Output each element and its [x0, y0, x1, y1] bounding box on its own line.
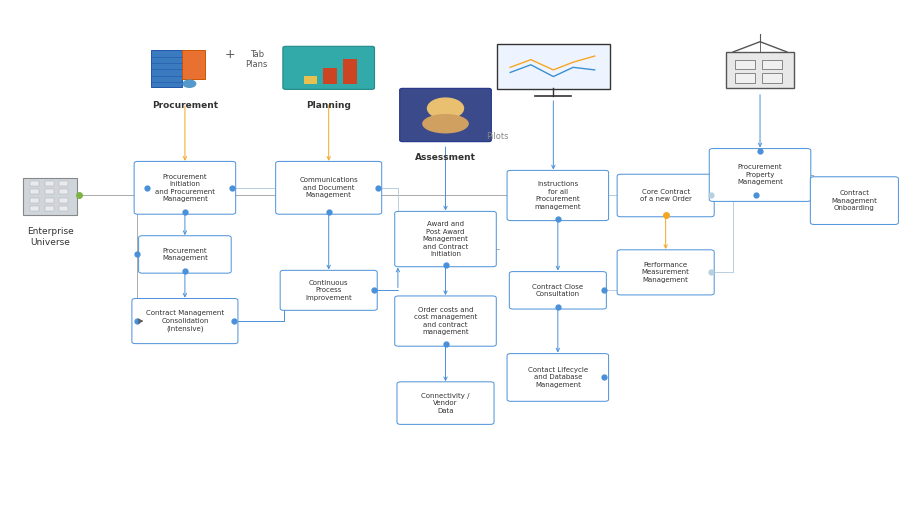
Bar [23, 178, 77, 215]
FancyBboxPatch shape [132, 299, 238, 344]
FancyBboxPatch shape [497, 44, 610, 89]
Circle shape [428, 98, 464, 119]
FancyBboxPatch shape [400, 88, 491, 142]
Bar [726, 52, 794, 88]
Bar [59, 197, 68, 203]
Ellipse shape [422, 114, 469, 134]
Bar [45, 189, 54, 194]
Bar [761, 74, 781, 83]
Bar [59, 189, 68, 194]
Text: Contract Management
Consolidation
(Intensive): Contract Management Consolidation (Inten… [146, 310, 224, 332]
FancyBboxPatch shape [139, 236, 231, 273]
Text: Procurement
Initiation
and Procurement
Management: Procurement Initiation and Procurement M… [155, 174, 215, 202]
Text: Connectivity /
Vendor
Data: Connectivity / Vendor Data [421, 393, 470, 414]
Bar [31, 206, 40, 211]
Bar [59, 206, 68, 211]
FancyBboxPatch shape [709, 149, 811, 201]
Text: Planning: Planning [306, 101, 351, 109]
Text: Enterprise
Universe: Enterprise Universe [27, 227, 74, 247]
FancyBboxPatch shape [617, 250, 715, 295]
Bar [735, 74, 754, 83]
Text: Tab
Plans: Tab Plans [246, 50, 268, 69]
Bar [343, 59, 356, 84]
Bar [761, 60, 781, 69]
Bar [151, 50, 182, 87]
Text: Contract Close
Consultation: Contract Close Consultation [532, 284, 583, 297]
Text: Performance
Measurement
Management: Performance Measurement Management [642, 262, 689, 283]
Text: Instructions
for all
Procurement
management: Instructions for all Procurement managem… [535, 181, 581, 210]
Bar [45, 206, 54, 211]
Text: Assessment: Assessment [415, 154, 476, 162]
FancyBboxPatch shape [507, 170, 608, 221]
Bar [45, 197, 54, 203]
Text: Contact Lifecycle
and Database
Management: Contact Lifecycle and Database Managemen… [527, 367, 588, 388]
Bar [31, 181, 40, 186]
Circle shape [183, 80, 195, 87]
Bar [735, 60, 754, 69]
Text: Procurement
Property
Management: Procurement Property Management [737, 164, 783, 186]
Bar [45, 181, 54, 186]
FancyBboxPatch shape [397, 382, 494, 425]
Bar [31, 189, 40, 194]
FancyBboxPatch shape [275, 161, 382, 214]
FancyBboxPatch shape [134, 161, 236, 214]
Text: Core Contract
of a new Order: Core Contract of a new Order [640, 189, 691, 202]
Text: Communications
and Document
Management: Communications and Document Management [300, 177, 358, 198]
Text: Procurement
Management: Procurement Management [162, 248, 208, 261]
Text: +: + [224, 48, 235, 61]
FancyBboxPatch shape [395, 211, 496, 267]
FancyBboxPatch shape [507, 354, 608, 401]
Text: Order costs and
cost management
and contract
management: Order costs and cost management and cont… [414, 307, 477, 335]
Bar [59, 181, 68, 186]
FancyBboxPatch shape [617, 174, 715, 217]
Bar [182, 50, 204, 79]
FancyBboxPatch shape [395, 296, 496, 346]
Bar [323, 68, 337, 84]
FancyBboxPatch shape [283, 46, 374, 89]
FancyBboxPatch shape [280, 270, 377, 310]
Bar [31, 197, 40, 203]
FancyBboxPatch shape [509, 271, 607, 309]
Text: Procurement: Procurement [152, 101, 218, 109]
Text: Contract
Management
Onboarding: Contract Management Onboarding [832, 190, 878, 211]
Text: Continuous
Process
Improvement: Continuous Process Improvement [305, 280, 352, 301]
Bar [303, 76, 317, 84]
FancyBboxPatch shape [810, 177, 898, 225]
Text: Award and
Post Award
Management
and Contract
Initiation: Award and Post Award Management and Cont… [423, 221, 468, 257]
Text: Pilots: Pilots [486, 132, 508, 141]
